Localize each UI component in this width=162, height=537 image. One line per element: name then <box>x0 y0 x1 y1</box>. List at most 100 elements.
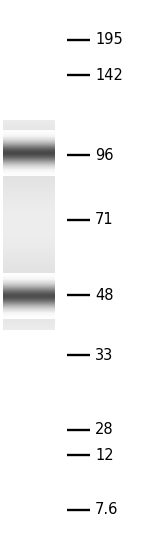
Bar <box>3 173 55 174</box>
Bar <box>3 309 55 310</box>
Bar <box>3 260 55 262</box>
Bar <box>3 286 55 287</box>
Bar <box>3 307 55 308</box>
Bar <box>3 151 55 153</box>
Bar <box>3 204 55 205</box>
Bar <box>3 258 55 259</box>
Bar <box>3 234 55 235</box>
Bar <box>3 190 55 191</box>
Bar <box>3 290 55 291</box>
Bar <box>3 288 55 289</box>
Bar <box>3 284 55 285</box>
Bar <box>3 164 55 165</box>
Bar <box>3 134 55 135</box>
Bar <box>3 280 55 281</box>
Bar <box>3 257 55 258</box>
Bar <box>3 310 55 311</box>
Bar <box>3 140 55 141</box>
Bar <box>3 173 55 174</box>
Bar <box>3 126 55 127</box>
Bar <box>3 161 55 162</box>
Bar <box>3 144 55 146</box>
Bar <box>3 206 55 207</box>
Bar <box>3 311 55 312</box>
Bar <box>3 135 55 136</box>
Bar <box>3 157 55 158</box>
Bar <box>3 310 55 311</box>
Bar <box>3 202 55 204</box>
Bar <box>3 230 55 231</box>
Bar <box>3 252 55 253</box>
Bar <box>3 177 55 178</box>
Bar <box>3 155 55 156</box>
Bar <box>3 142 55 143</box>
Bar <box>3 286 55 287</box>
Text: 7.6: 7.6 <box>95 503 118 518</box>
Bar <box>3 182 55 183</box>
Bar <box>3 265 55 266</box>
Bar <box>3 162 55 163</box>
Bar <box>3 172 55 173</box>
Bar <box>3 134 55 135</box>
Bar <box>3 128 55 129</box>
Bar <box>3 314 55 315</box>
Bar <box>3 224 55 226</box>
Bar <box>3 157 55 158</box>
Bar <box>3 174 55 175</box>
Bar <box>3 137 55 139</box>
Bar <box>3 155 55 156</box>
Bar <box>3 271 55 272</box>
Bar <box>3 223 55 224</box>
Bar <box>3 248 55 249</box>
Bar <box>3 302 55 303</box>
Bar <box>3 292 55 293</box>
Bar <box>3 205 55 206</box>
Bar <box>3 175 55 176</box>
Bar <box>3 296 55 297</box>
Bar <box>3 294 55 295</box>
Bar <box>3 207 55 208</box>
Bar <box>3 143 55 144</box>
Bar <box>3 233 55 234</box>
Bar <box>3 301 55 302</box>
Bar <box>3 240 55 241</box>
Bar <box>3 253 55 254</box>
Bar <box>3 281 55 282</box>
Bar <box>3 325 55 326</box>
Bar <box>3 139 55 140</box>
Bar <box>3 136 55 137</box>
Bar <box>3 194 55 195</box>
Bar <box>3 188 55 190</box>
Bar <box>3 208 55 209</box>
Bar <box>3 255 55 256</box>
Bar <box>3 200 55 201</box>
Bar <box>3 270 55 271</box>
Bar <box>3 307 55 308</box>
Bar <box>3 121 55 122</box>
Bar <box>3 277 55 278</box>
Bar <box>3 281 55 282</box>
Bar <box>3 218 55 219</box>
Bar <box>3 130 55 132</box>
Bar <box>3 148 55 149</box>
Bar <box>3 146 55 147</box>
Bar <box>3 140 55 141</box>
Bar <box>3 301 55 302</box>
Bar <box>3 183 55 184</box>
Bar <box>3 172 55 173</box>
Bar <box>3 242 55 243</box>
Bar <box>3 299 55 300</box>
Bar <box>3 279 55 280</box>
Bar <box>3 154 55 155</box>
Bar <box>3 145 55 146</box>
Bar <box>3 214 55 215</box>
Bar <box>3 169 55 170</box>
Bar <box>3 262 55 263</box>
Bar <box>3 308 55 309</box>
Bar <box>3 272 55 273</box>
Bar <box>3 327 55 328</box>
Bar <box>3 285 55 286</box>
Bar <box>3 295 55 296</box>
Bar <box>3 275 55 276</box>
Bar <box>3 186 55 187</box>
